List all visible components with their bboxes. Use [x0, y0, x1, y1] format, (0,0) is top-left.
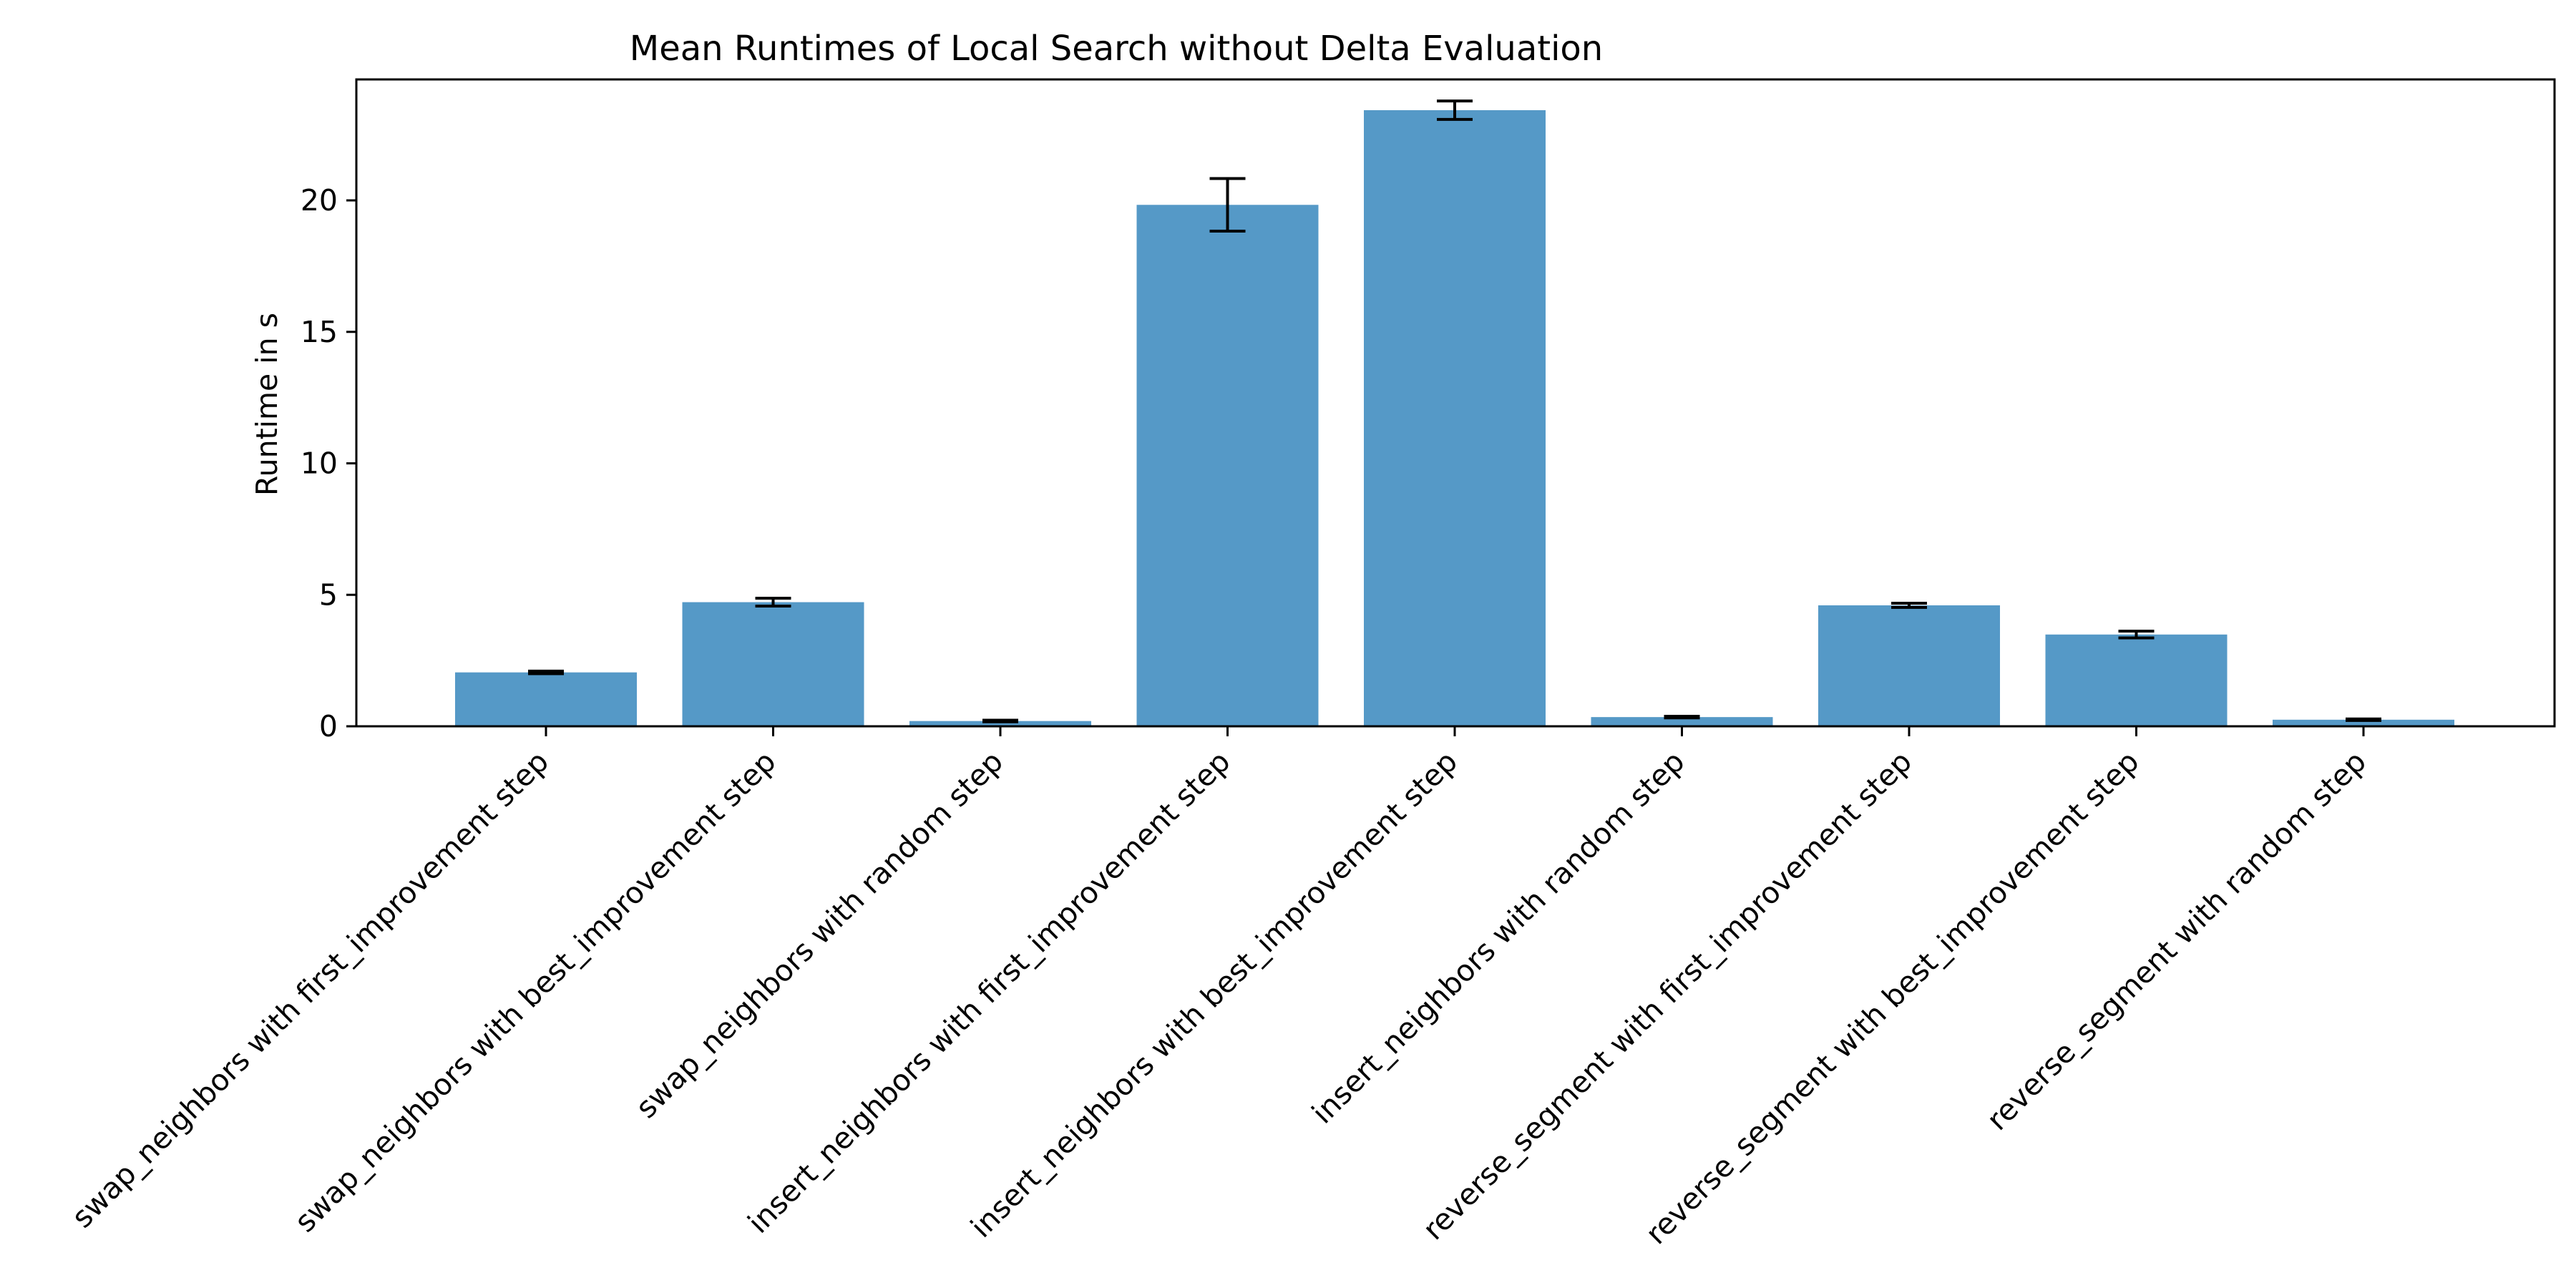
y-tick-label-4: 15: [301, 315, 338, 349]
bars-layer: [455, 109, 2454, 726]
x-tick-label-2: swap_neighbors with best_improvement ste…: [288, 744, 782, 1239]
y-axis-label: Runtime in s: [250, 313, 284, 496]
x-tick-label-4: insert_neighbors with first_improvement …: [741, 744, 1237, 1240]
x-tick-label-5: insert_neighbors with best_improvement s…: [964, 744, 1464, 1244]
bar-7: [1818, 605, 2000, 726]
error-bar-7: [1891, 602, 1927, 609]
x-tick-label-7: reverse_segment with first_improvement s…: [1416, 744, 1918, 1246]
errorbars-layer: [528, 99, 2381, 723]
bar-2: [682, 602, 864, 726]
chart-title: Mean Runtimes of Local Search without De…: [630, 29, 1603, 69]
bar-5: [1364, 109, 1546, 726]
error-bar-8: [2118, 629, 2155, 640]
y-axis-ticks: 0 5 10 15 20: [301, 183, 356, 743]
bar-9: [2273, 719, 2454, 726]
error-bar-6: [1664, 715, 1700, 720]
bar-1: [455, 672, 637, 726]
y-tick-label-5: 20: [301, 183, 338, 218]
y-tick-label-1: 0: [319, 709, 338, 743]
error-bar-3: [982, 718, 1018, 723]
x-tick-label-1: swap_neighbors with first_improvement st…: [65, 744, 555, 1234]
x-tick-label-6: insert_neighbors with random step: [1305, 744, 1692, 1131]
error-bar-4: [1209, 177, 1246, 233]
x-tick-label-9: reverse_segment with random step: [1980, 744, 2373, 1137]
bar-3: [909, 721, 1091, 726]
x-axis-ticks: swap_neighbors with first_improvement st…: [65, 726, 2373, 1251]
y-tick-label-2: 5: [319, 577, 338, 612]
x-tick-label-3: swap_neighbors with random step: [629, 744, 1010, 1125]
bar-6: [1591, 717, 1773, 726]
error-bar-2: [755, 597, 791, 608]
y-tick-label-3: 10: [301, 447, 338, 481]
error-bar-9: [2346, 717, 2381, 722]
bar-8: [2045, 634, 2228, 726]
error-bar-1: [528, 669, 564, 675]
error-bar-5: [1437, 99, 1473, 121]
bar-4: [1136, 205, 1319, 726]
x-tick-label-8: reverse_segment with best_improvement st…: [1639, 744, 2145, 1251]
